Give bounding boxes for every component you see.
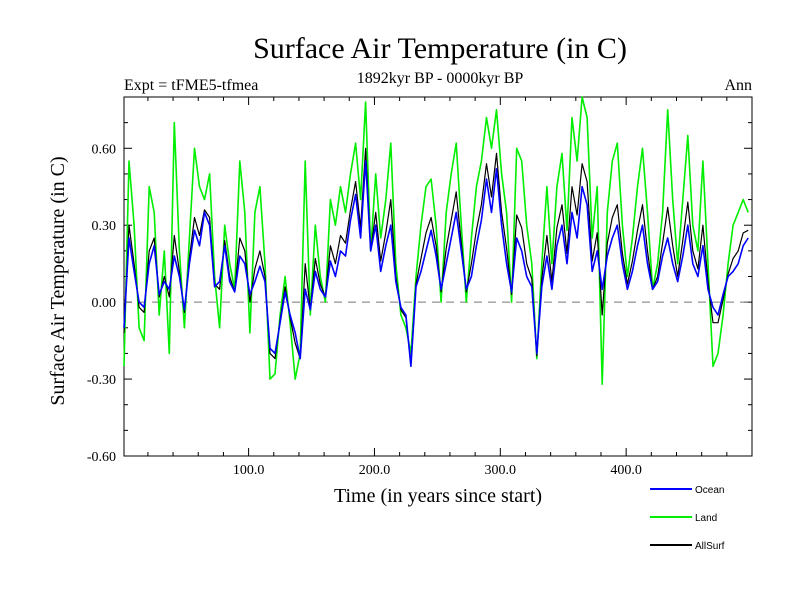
y-axis-label: Surface Air Temperature (in C) [47, 156, 69, 405]
legend-label-land: Land [695, 513, 717, 524]
chart: Surface Air Temperature (in C) Expt = tF… [0, 0, 800, 600]
chart-title: Surface Air Temperature (in C) [253, 32, 627, 65]
season-label: Ann [724, 77, 752, 94]
legend-label-ocean: Ocean [695, 485, 724, 496]
y-tick-label: 0.60 [92, 142, 117, 157]
legend-label-allsurf: AllSurf [695, 541, 725, 552]
x-tick-label: 200.0 [359, 463, 391, 478]
series-line-land [124, 97, 748, 384]
y-tick-label: -0.60 [87, 450, 116, 465]
y-tick-label: 0.00 [92, 296, 117, 311]
series-lines [124, 97, 748, 384]
y-tick-label: 0.30 [92, 219, 117, 234]
x-tick-label: 300.0 [485, 463, 517, 478]
series-line-ocean [124, 161, 748, 366]
experiment-label: Expt = tFME5-tfmea [124, 77, 258, 94]
x-tick-label: 100.0 [233, 463, 265, 478]
plot-area: 100.0 200.0 300.0 400.0 -0.60 -0.30 0.00 0.30 0.… [87, 97, 752, 478]
legend: Ocean Land AllSurf [650, 485, 725, 552]
y-tick-label: -0.30 [87, 373, 116, 388]
x-tick-label: 400.0 [610, 463, 642, 478]
x-axis-label: Time (in years since start) [334, 485, 542, 507]
period-label: 1892kyr BP - 0000kyr BP [357, 70, 524, 87]
